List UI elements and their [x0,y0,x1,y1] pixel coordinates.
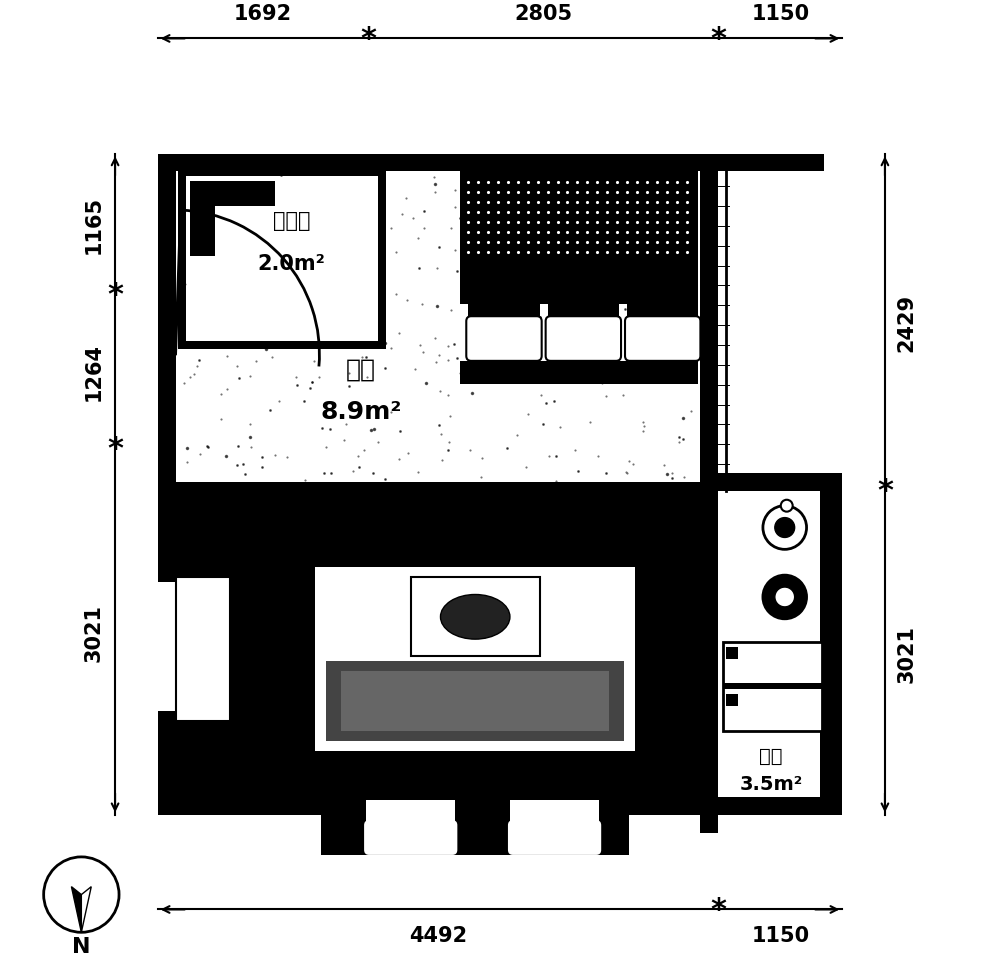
Bar [157,154,718,172]
Text: 3.5m²: 3.5m² [739,774,803,794]
Text: 卫生间: 卫生间 [273,211,311,231]
Text: 2.0m²: 2.0m² [258,253,326,273]
Circle shape [775,587,795,608]
Bar [723,683,823,690]
Text: N: N [72,936,90,956]
Circle shape [44,857,119,932]
Bar [460,172,698,305]
Bar [157,582,175,711]
Text: 3021: 3021 [897,624,917,682]
Bar [342,672,609,732]
Bar [723,641,823,732]
Text: 8.9m²: 8.9m² [321,400,402,424]
Circle shape [775,518,795,538]
Polygon shape [71,887,81,932]
Bar [510,800,599,850]
Text: 1692: 1692 [233,4,292,23]
Text: 3021: 3021 [83,603,103,661]
Bar [411,578,540,657]
FancyBboxPatch shape [508,821,601,855]
Circle shape [763,506,807,549]
Text: *: * [107,434,123,463]
Bar [177,170,185,350]
Circle shape [781,500,793,513]
Bar [378,170,386,350]
Bar [157,483,718,509]
Bar [157,491,175,815]
Bar [157,154,175,509]
Bar [322,796,629,855]
Text: *: * [710,895,726,924]
Bar [312,508,639,568]
FancyBboxPatch shape [625,317,700,361]
Bar [312,508,639,791]
Text: 2805: 2805 [514,4,572,23]
Text: *: * [107,281,123,309]
Bar [175,509,235,797]
Text: 1165: 1165 [83,196,103,254]
Bar [327,662,624,741]
Bar [548,305,619,359]
Text: 4492: 4492 [409,925,467,946]
Text: 2429: 2429 [897,294,917,352]
Ellipse shape [441,595,510,640]
Bar [700,154,718,491]
Bar [190,182,215,257]
Bar [177,170,386,177]
Bar [825,474,843,815]
Bar [157,491,718,815]
Bar [736,509,825,797]
Bar [312,751,639,791]
Bar [366,800,455,850]
Bar [190,182,275,206]
Bar [718,474,843,491]
Bar [700,509,718,815]
Bar [821,491,825,797]
Bar [175,578,230,721]
Bar [718,797,843,815]
Bar [175,172,700,491]
Bar [177,170,386,350]
Bar [726,647,738,660]
Bar [726,695,738,706]
Text: 厨房: 厨房 [760,746,783,766]
Text: *: * [360,25,376,54]
Text: 1150: 1150 [752,925,810,946]
Bar [157,797,718,815]
Text: *: * [877,477,893,506]
FancyBboxPatch shape [466,317,542,361]
Bar [468,305,540,359]
Bar [700,154,825,172]
Polygon shape [81,887,91,932]
Text: 1150: 1150 [752,4,810,23]
Bar [175,578,230,721]
Text: 1264: 1264 [83,343,103,401]
Bar [177,342,386,350]
Bar [460,361,698,385]
FancyBboxPatch shape [364,821,457,855]
Text: *: * [710,25,726,54]
Text: 客厅: 客厅 [346,358,376,382]
Bar [700,491,718,833]
Circle shape [763,576,807,619]
Bar [627,305,698,359]
FancyBboxPatch shape [546,317,621,361]
Bar [316,513,635,787]
